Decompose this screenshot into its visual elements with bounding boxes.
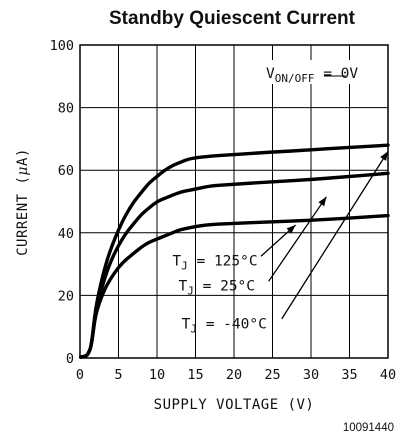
y-axis-label-prefix: CURRENT ( [15, 176, 31, 256]
figure-id: 10091440 [343, 422, 394, 434]
series-label-t125: TJ = 125°C [172, 254, 257, 273]
y-tick-label-1: 20 [58, 288, 74, 304]
condition-main: V [266, 66, 275, 82]
curves [79, 143, 390, 359]
y-axis-label: CURRENT (μA) [15, 148, 31, 256]
y-tick-label-3: 60 [58, 163, 74, 179]
x-tick-label-0: 0 [76, 367, 84, 383]
leader-line-tm40 [281, 151, 389, 320]
plot-frame [79, 44, 389, 359]
series-line-tm40 [79, 213, 390, 359]
x-tick-label-3: 15 [187, 367, 203, 383]
leader-line-t25 [268, 196, 327, 282]
x-tick-label-5: 25 [264, 367, 280, 383]
x-tick-label-7: 35 [341, 367, 357, 383]
y-tick-label-2: 40 [58, 226, 74, 242]
leader-arrow-t125 [286, 225, 296, 234]
x-tick-label-1: 5 [114, 367, 122, 383]
y-tick-label-0: 0 [66, 351, 74, 367]
condition-label-bg [262, 60, 380, 84]
leader-arrow-tm40 [380, 151, 388, 161]
condition-sub-overline: OFF [295, 72, 315, 85]
series-labels: TJ = 125°C TJ = 25°C TJ = -40°C [172, 151, 389, 335]
y-axis-label-suffix: A) [15, 148, 31, 166]
x-tick-labels: 0 5 10 15 20 25 30 35 40 [76, 367, 396, 383]
leader-arrow-t25 [318, 196, 327, 207]
condition-sub: ON/ [275, 72, 295, 85]
condition-label: VON/OFF = 0V [262, 60, 380, 85]
y-axis-label-mu: μ [15, 166, 31, 176]
y-tick-label-5: 100 [50, 38, 74, 54]
x-tick-label-2: 10 [149, 367, 165, 383]
y-tick-labels: 0 20 40 60 80 100 [50, 38, 74, 367]
x-tick-label-4: 20 [226, 367, 242, 383]
x-axis-label: SUPPLY VOLTAGE (V) [154, 397, 315, 413]
chart-title: Standby Quiescent Current [109, 8, 356, 29]
x-tick-label-6: 30 [303, 367, 319, 383]
y-tick-label-4: 80 [58, 101, 74, 117]
x-tick-label-8: 40 [380, 367, 396, 383]
condition-suffix: = 0V [314, 66, 358, 82]
series-label-t25: TJ = 25°C [179, 279, 255, 298]
svg-text:VON/OFF = 0V: VON/OFF = 0V [266, 66, 358, 85]
series-label-tm40: TJ = -40°C [182, 316, 267, 335]
